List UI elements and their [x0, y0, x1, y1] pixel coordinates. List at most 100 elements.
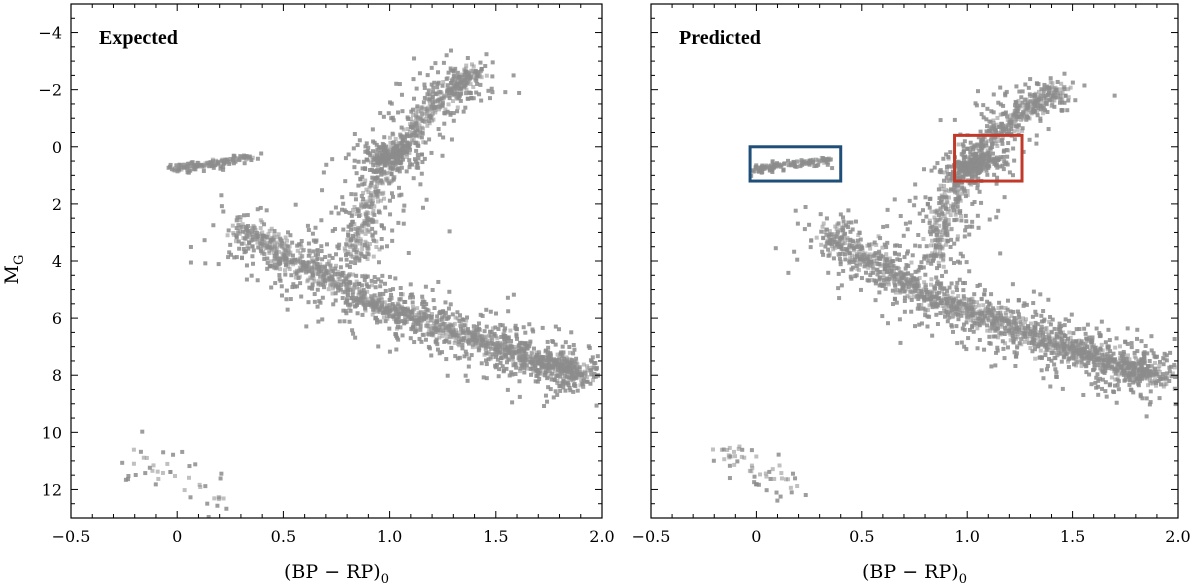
data-point: [1167, 379, 1172, 384]
data-point: [432, 321, 437, 326]
data-point: [956, 300, 961, 305]
data-point: [528, 366, 533, 371]
data-point: [1145, 351, 1150, 356]
data-point: [262, 252, 267, 257]
data-point: [853, 254, 858, 259]
data-point: [833, 224, 838, 229]
data-point: [389, 179, 394, 184]
data-point: [502, 351, 507, 356]
data-point: [360, 312, 365, 317]
data-point: [411, 137, 416, 142]
data-point: [427, 121, 432, 126]
data-point: [238, 154, 243, 159]
data-point: [415, 104, 420, 109]
data-point: [982, 314, 987, 319]
data-point: [440, 103, 445, 108]
data-point: [468, 335, 473, 340]
data-point: [371, 163, 376, 168]
data-point: [848, 229, 853, 234]
data-point: [424, 302, 429, 307]
data-point: [975, 283, 980, 288]
data-point: [559, 350, 564, 355]
data-point: [455, 105, 460, 110]
data-point: [583, 371, 588, 376]
data-point: [419, 339, 424, 344]
data-point: [881, 272, 886, 277]
data-point: [387, 135, 392, 140]
data-point: [567, 367, 572, 372]
data-point: [840, 252, 845, 257]
data-point: [468, 331, 473, 336]
data-point: [421, 100, 426, 105]
data-point: [403, 311, 408, 316]
data-point: [1172, 386, 1177, 391]
data-point: [350, 212, 355, 217]
data-point: [878, 236, 883, 241]
data-point: [1148, 400, 1153, 405]
data-point: [294, 271, 299, 276]
data-point: [563, 340, 568, 345]
data-point: [356, 233, 361, 238]
data-point: [1094, 326, 1099, 331]
data-point: [517, 90, 522, 95]
data-point: [531, 346, 536, 351]
data-point: [363, 273, 368, 278]
data-point: [234, 255, 239, 260]
data-point: [862, 264, 867, 269]
data-point: [172, 474, 177, 479]
data-point: [541, 358, 546, 363]
data-point: [786, 270, 791, 275]
data-point: [261, 233, 266, 238]
data-point: [490, 74, 495, 79]
y-axis-title: MG: [1, 255, 27, 285]
data-point: [375, 320, 380, 325]
data-point: [373, 305, 378, 310]
data-point: [484, 346, 489, 351]
data-point: [1070, 343, 1075, 348]
data-point: [363, 304, 368, 309]
data-point: [909, 297, 914, 302]
data-point: [465, 378, 470, 383]
data-point: [259, 245, 264, 250]
data-point: [133, 472, 138, 477]
data-point: [1146, 383, 1151, 388]
data-point: [925, 324, 930, 329]
data-point: [834, 227, 839, 232]
data-point: [1092, 363, 1097, 368]
data-point: [1052, 340, 1057, 345]
data-point: [386, 149, 391, 154]
data-point: [351, 272, 356, 277]
data-point: [884, 245, 889, 250]
data-point: [931, 285, 936, 290]
data-point: [488, 356, 493, 361]
data-point: [354, 250, 359, 255]
data-point: [898, 288, 903, 293]
data-point: [1098, 333, 1103, 338]
data-point: [489, 330, 494, 335]
data-point: [1003, 325, 1008, 330]
data-point: [403, 150, 408, 155]
data-point: [377, 151, 382, 156]
data-point: [1129, 341, 1134, 346]
data-point: [469, 95, 474, 100]
data-point: [964, 320, 969, 325]
data-point: [322, 272, 327, 277]
data-point: [1082, 346, 1087, 351]
data-point: [407, 150, 412, 155]
data-point: [857, 242, 862, 247]
data-point: [1154, 354, 1159, 359]
data-point: [989, 325, 994, 330]
data-point: [827, 251, 832, 256]
data-point: [464, 333, 469, 338]
data-point: [833, 240, 838, 245]
data-point: [414, 113, 419, 118]
data-point: [922, 296, 927, 301]
data-point: [956, 294, 961, 299]
data-point: [448, 302, 453, 307]
data-point: [354, 235, 359, 240]
data-point: [506, 351, 511, 356]
data-point: [449, 48, 454, 53]
data-point: [413, 140, 418, 145]
series-main-sequence: [773, 203, 1178, 419]
data-point: [438, 90, 443, 95]
